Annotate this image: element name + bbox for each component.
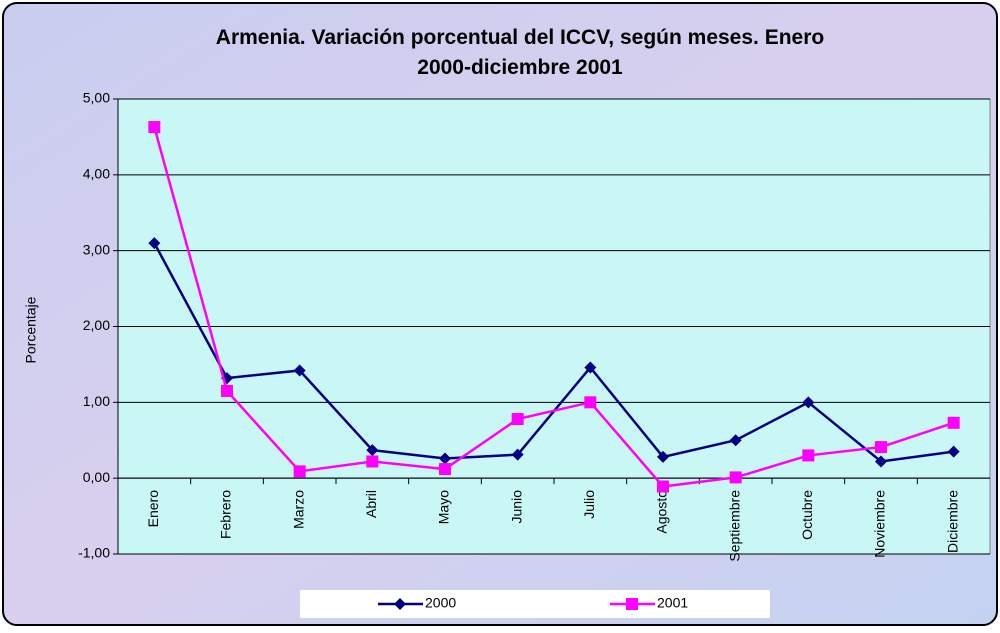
marker — [439, 452, 451, 465]
series-line — [153, 126, 955, 488]
marker — [293, 364, 306, 377]
marker — [148, 121, 161, 134]
y-axis-label: Porcentaje — [23, 296, 39, 363]
chart-title: Armenia. Variación porcentual del ICCV, … — [216, 26, 824, 79]
y-tick-label: -1,00 — [78, 545, 110, 561]
marker — [802, 449, 815, 462]
marker — [148, 237, 161, 250]
marker — [875, 441, 887, 454]
x-tick-label: Febrero — [218, 490, 234, 539]
y-tick-label: 3,00 — [83, 241, 110, 257]
x-tick-label: Enero — [145, 490, 161, 528]
marker — [221, 384, 233, 397]
marker — [511, 413, 524, 426]
y-tick-label: 4,00 — [83, 166, 110, 182]
marker — [394, 598, 406, 610]
x-tick-label: Diciembre — [944, 490, 960, 553]
legend — [300, 590, 770, 618]
marker — [657, 450, 669, 463]
marker — [947, 445, 960, 458]
marker — [366, 444, 379, 457]
x-tick-label: Junio — [508, 490, 524, 524]
marker — [366, 455, 379, 468]
y-tick-label: 2,00 — [83, 317, 110, 333]
y-tick-label: 0,00 — [83, 469, 110, 485]
marker — [439, 463, 451, 476]
x-tick-label: Julio — [581, 490, 597, 519]
marker — [584, 396, 597, 409]
x-tick-label: Septiembre — [726, 490, 742, 562]
marker — [657, 480, 669, 493]
marker — [947, 416, 960, 429]
x-tick-label: Mayo — [436, 490, 452, 524]
x-tick-label: Noviembre — [872, 490, 888, 558]
legend-label: 2000 — [425, 595, 456, 611]
legend-label: 2001 — [657, 595, 688, 611]
marker — [729, 471, 742, 484]
y-tick-label: 5,00 — [83, 90, 110, 106]
y-tick-label: 1,00 — [83, 393, 110, 409]
x-tick-label: Abril — [363, 490, 379, 518]
marker — [626, 598, 638, 610]
x-tick-label: Marzo — [290, 490, 306, 529]
marker — [584, 361, 597, 374]
marker — [729, 434, 742, 447]
x-tick-label: Agosto — [654, 490, 670, 534]
marker — [802, 396, 815, 409]
marker — [511, 448, 524, 461]
marker — [293, 465, 306, 478]
marker — [875, 455, 887, 468]
x-tick-label: Octubre — [799, 490, 815, 540]
